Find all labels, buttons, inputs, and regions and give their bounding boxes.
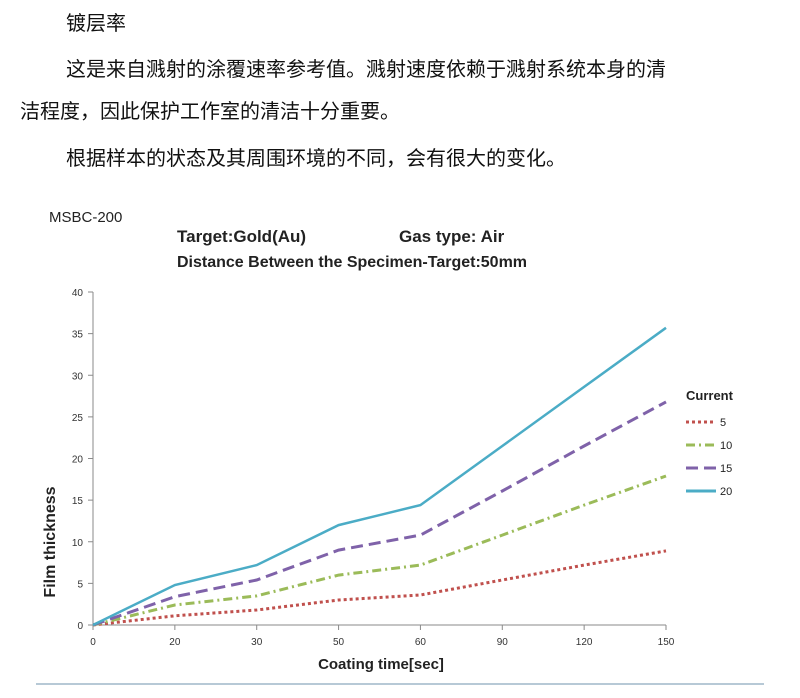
x-tick-label: 120 [576,637,593,648]
x-tick-label: 20 [169,637,181,648]
series-line-10 [92,474,667,627]
paragraph-1-line-2: 洁程度，因此保护工作室的清洁十分重要。 [20,99,400,123]
chart-title-gas: Gas type: Air [399,227,505,246]
series-layer [92,326,667,627]
legend-label-5: 5 [720,417,726,429]
y-tick-label: 10 [72,538,84,549]
y-tick-label: 0 [77,621,83,632]
line-chart: MSBC-200 Target:Gold(Au) Gas type: Air D… [42,209,734,673]
series-line-5 [92,549,667,627]
y-tick-label: 35 [72,330,84,341]
chart-figure: MSBC-200 Target:Gold(Au) Gas type: Air D… [0,195,800,698]
paragraph-2: 根据样本的状态及其周围环境的不同，会有很大的变化。 [66,146,566,170]
y-tick-label: 30 [72,371,84,382]
legend-label-20: 20 [720,486,732,498]
axes: 0 5 10 15 20 25 30 35 40 0 20 30 50 60 90 120 150 [72,288,675,648]
x-tick-label: 0 [90,637,96,648]
y-axis-label: Film thickness [42,486,59,597]
bottom-rule [36,683,764,685]
heading: 镀层率 [66,11,126,35]
y-tick-label: 40 [72,288,84,299]
legend: Current 5 10 15 20 [686,388,734,498]
x-tick-label: 50 [333,637,345,648]
legend-label-15: 15 [720,463,732,475]
series-line-15 [92,400,667,627]
x-tick-label: 60 [415,637,427,648]
x-tick-label: 150 [658,637,675,648]
y-tick-label: 20 [72,455,84,466]
y-tick-label: 25 [72,413,84,424]
y-tick-label: 5 [77,579,83,590]
x-axis-label: Coating time[sec] [318,656,444,673]
series-line-20 [92,326,667,627]
legend-title: Current [686,388,734,403]
chart-title-distance: Distance Between the Specimen-Target:50m… [177,254,527,271]
chart-title-target: Target:Gold(Au) [177,227,306,246]
x-tick-label: 90 [497,637,509,648]
y-tick-label: 15 [72,496,84,507]
model-label: MSBC-200 [49,209,122,226]
x-tick-label: 30 [251,637,263,648]
paragraph-1-line-1: 这是来自溅射的涂覆速率参考值。溅射速度依赖于溅射系统本身的清 [66,57,666,81]
legend-label-10: 10 [720,440,732,452]
